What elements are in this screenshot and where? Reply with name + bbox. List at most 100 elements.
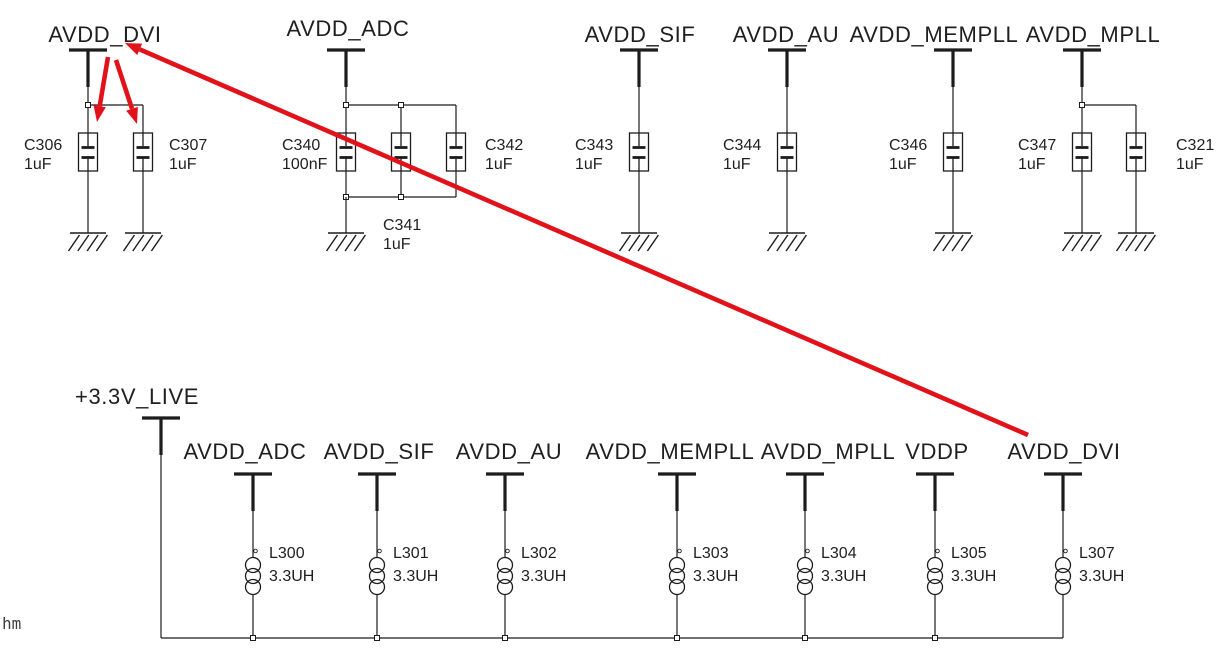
net-label-avdd_sif-bottom: AVDD_SIF	[324, 439, 435, 464]
component-value-label: 1uF	[1018, 156, 1046, 173]
inductor-pin-dot	[805, 548, 810, 554]
ground-symbol	[1061, 234, 1075, 252]
component-ref-label: C347	[1018, 137, 1056, 154]
net-label-avdd_dvi: AVDD_DVI	[48, 22, 161, 47]
red-arrow-shaft	[113, 59, 135, 110]
junction-square	[932, 635, 938, 641]
ground-symbol	[1080, 234, 1093, 252]
component-value-label: 3.3UH	[693, 568, 738, 585]
inductor-l302	[496, 567, 514, 585]
inductor-l304	[796, 578, 814, 596]
net-label-avdd_dvi-bottom: AVDD_DVI	[1007, 439, 1120, 464]
inductor-l305	[926, 556, 944, 574]
inductor-pin-dot	[253, 548, 258, 554]
component-value-label: 1uF	[889, 156, 917, 173]
ground-symbol	[618, 234, 632, 252]
ground-symbol	[628, 234, 641, 252]
junction-square	[1079, 102, 1085, 108]
component-ref-label: C342	[485, 137, 523, 154]
net-label-avdd_adc-bottom: AVDD_ADC	[184, 439, 307, 464]
inductor-l305	[926, 567, 944, 585]
inductor-l301	[368, 567, 386, 585]
ground-symbol	[637, 234, 650, 252]
inductor-l300	[244, 578, 262, 596]
component-ref-label: C343	[575, 137, 613, 154]
net-label-avdd_mpll: AVDD_MPLL	[1026, 22, 1161, 47]
net-label-avdd_au: AVDD_AU	[733, 22, 840, 47]
ground-symbol	[1143, 234, 1156, 252]
component-value-label: 1uF	[169, 156, 197, 173]
ground-symbol	[1089, 234, 1102, 252]
ground-symbol	[1134, 234, 1147, 252]
inductor-pin-dot	[935, 548, 940, 554]
junction-square	[398, 102, 404, 108]
inductor-l301	[368, 556, 386, 574]
ground-symbol	[960, 234, 973, 252]
component-value-label: 3.3UH	[521, 568, 566, 585]
ground-symbol	[335, 234, 348, 252]
component-value-label: 1uF	[24, 156, 52, 173]
inductor-l302	[496, 578, 514, 596]
ground-symbol	[942, 234, 955, 252]
ground-symbol	[86, 234, 99, 252]
net-label-avdd_mempll-bottom: AVDD_MEMPLL	[586, 439, 755, 464]
junction-square	[802, 635, 808, 641]
component-ref-label: L307	[1079, 545, 1115, 562]
margin-note: hm	[2, 614, 22, 633]
junction-square	[85, 102, 91, 108]
net-label-avdd_mpll-bottom: AVDD_MPLL	[761, 439, 896, 464]
red-arrow-head	[93, 105, 106, 122]
component-ref-label: L302	[521, 545, 557, 562]
inductor-l301	[368, 578, 386, 596]
junction-square	[374, 635, 380, 641]
component-ref-label: C340	[282, 137, 320, 154]
inductor-l305	[926, 578, 944, 596]
net-label-avdd_mempll: AVDD_MEMPLL	[850, 22, 1019, 47]
inductor-pin-dot	[1063, 548, 1068, 554]
inductor-l307	[1054, 567, 1072, 585]
component-ref-label: C341	[383, 217, 421, 234]
ground-symbol	[785, 234, 798, 252]
junction-square	[674, 635, 680, 641]
ground-symbol	[1125, 234, 1138, 252]
component-value-label: 1uF	[723, 156, 751, 173]
component-value-label: 3.3UH	[951, 568, 996, 585]
ground-symbol	[122, 234, 136, 252]
junction-square	[343, 102, 349, 108]
component-ref-label: C346	[889, 137, 927, 154]
ground-symbol	[776, 234, 789, 252]
component-ref-label: L303	[693, 545, 729, 562]
ground-symbol	[794, 234, 807, 252]
net-label-avdd_sif: AVDD_SIF	[585, 22, 696, 47]
inductor-l304	[796, 567, 814, 585]
inductor-l304	[796, 556, 814, 574]
inductor-pin-dot	[677, 548, 682, 554]
inductor-l302	[496, 556, 514, 574]
component-value-label: 3.3UH	[821, 568, 866, 585]
component-value-label: 1uF	[383, 236, 411, 253]
inductor-l300	[244, 567, 262, 585]
component-ref-label: C307	[169, 137, 207, 154]
ground-symbol	[932, 234, 946, 252]
junction-square	[250, 635, 256, 641]
inductor-l303	[668, 578, 686, 596]
ground-symbol	[325, 234, 339, 252]
ground-symbol	[1071, 234, 1084, 252]
component-value-label: 100nF	[282, 156, 328, 173]
ground-symbol	[766, 234, 780, 252]
ground-symbol	[77, 234, 90, 252]
net-label-avdd_adc: AVDD_ADC	[287, 16, 410, 41]
component-value-label: 3.3UH	[269, 568, 314, 585]
ground-symbol	[646, 234, 659, 252]
ground-symbol	[141, 234, 154, 252]
inductor-l303	[668, 556, 686, 574]
component-value-label: 1uF	[485, 156, 513, 173]
inductor-l303	[668, 567, 686, 585]
ground-symbol	[67, 234, 81, 252]
component-value-label: 1uF	[575, 156, 603, 173]
component-ref-label: C321	[1176, 137, 1214, 154]
component-ref-label: C306	[24, 137, 62, 154]
red-arrow-shaft	[138, 47, 1029, 438]
ground-symbol	[150, 234, 163, 252]
